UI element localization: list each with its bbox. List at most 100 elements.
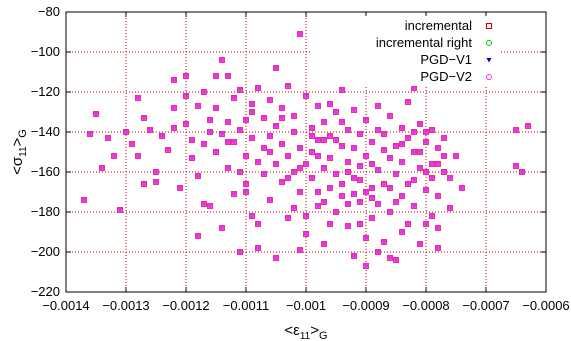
point-pgd-v2 <box>285 83 291 89</box>
point-pgd-v2 <box>369 195 375 201</box>
point-pgd-v2 <box>291 169 297 175</box>
point-pgd-v2 <box>429 127 435 133</box>
point-pgd-v2 <box>399 229 405 235</box>
point-pgd-v2 <box>453 153 459 159</box>
point-pgd-v2 <box>363 117 369 123</box>
point-pgd-v2 <box>237 127 243 133</box>
point-pgd-v2 <box>387 255 393 261</box>
point-pgd-v2 <box>165 147 171 153</box>
x-axis-label: <ε11>G <box>284 322 327 341</box>
point-pgd-v2 <box>243 153 249 159</box>
point-pgd-v2 <box>255 221 261 227</box>
y-axis-label: <σ11>G <box>9 129 29 175</box>
point-pgd-v2 <box>123 129 129 135</box>
point-pgd-v2 <box>285 175 291 181</box>
x-tick-label: −0.0012 <box>162 298 209 313</box>
point-pgd-v2 <box>375 103 381 109</box>
point-pgd-v2 <box>195 173 201 179</box>
point-pgd-v2 <box>87 131 93 137</box>
point-pgd-v2 <box>435 145 441 151</box>
point-pgd-v2 <box>381 239 387 245</box>
point-pgd-v2 <box>135 95 141 101</box>
point-pgd-v2 <box>417 149 423 155</box>
point-pgd-v2 <box>399 193 405 199</box>
y-axis-ticks: −220 −200 −180 −160 −140 −120 −100 −80 <box>31 4 546 299</box>
point-pgd-v2 <box>225 119 231 125</box>
point-pgd-v2 <box>321 241 327 247</box>
point-pgd-v2 <box>261 171 267 177</box>
point-pgd-v2 <box>405 221 411 227</box>
point-pgd-v2 <box>297 165 303 171</box>
point-pgd-v2 <box>387 113 393 119</box>
point-pgd-v2 <box>441 169 447 175</box>
point-pgd-v2 <box>297 189 303 195</box>
point-pgd-v2 <box>357 131 363 137</box>
point-pgd-v2 <box>141 115 147 121</box>
point-pgd-v2 <box>513 127 519 133</box>
point-pgd-v2 <box>93 111 99 117</box>
point-pgd-v2 <box>279 115 285 121</box>
point-pgd-v2 <box>207 117 213 123</box>
point-pgd-v2 <box>267 97 273 103</box>
point-pgd-v2 <box>309 133 315 139</box>
point-pgd-v2 <box>237 87 243 93</box>
point-pgd-v2 <box>255 159 261 165</box>
point-pgd-v2 <box>405 135 411 141</box>
point-pgd-v2 <box>333 171 339 177</box>
point-pgd-v2 <box>231 191 237 197</box>
point-pgd-v2 <box>357 221 363 227</box>
point-pgd-v2 <box>273 65 279 71</box>
y-tick-label: −80 <box>38 4 60 19</box>
point-pgd-v2 <box>411 129 417 135</box>
point-pgd-v2 <box>249 109 255 115</box>
point-pgd-v2 <box>321 199 327 205</box>
point-pgd-v2 <box>345 201 351 207</box>
point-pgd-v2 <box>417 165 423 171</box>
point-pgd-v2 <box>261 115 267 121</box>
point-pgd-v2 <box>135 153 141 159</box>
point-pgd-v2 <box>195 233 201 239</box>
legend-marker <box>486 23 492 29</box>
point-pgd-v2 <box>183 73 189 79</box>
point-pgd-v2 <box>207 203 213 209</box>
point-pgd-v2 <box>429 213 435 219</box>
point-pgd-v2 <box>339 181 345 187</box>
y-tick-label: −200 <box>31 244 60 259</box>
point-pgd-v2 <box>363 153 369 159</box>
point-pgd-v2 <box>405 181 411 187</box>
legend-label: PGD−V2 <box>420 69 472 84</box>
point-pgd-v2 <box>351 191 357 197</box>
point-pgd-v2 <box>249 213 255 219</box>
point-pgd-v2 <box>369 215 375 221</box>
point-pgd-v2 <box>309 149 315 155</box>
point-pgd-v2 <box>339 87 345 93</box>
point-pgd-v2 <box>423 129 429 135</box>
point-pgd-v2 <box>255 85 261 91</box>
point-pgd-v2 <box>519 169 525 175</box>
x-tick-label: −0.0006 <box>522 298 569 313</box>
point-pgd-v2 <box>327 133 333 139</box>
point-pgd-v2 <box>225 73 231 79</box>
point-pgd-v2 <box>195 103 201 109</box>
point-pgd-v2 <box>417 121 423 127</box>
point-pgd-v2 <box>369 139 375 145</box>
point-pgd-v2 <box>411 203 417 209</box>
y-tick-label: −220 <box>31 284 60 299</box>
y-tick-label: −100 <box>31 44 60 59</box>
point-pgd-v2 <box>213 105 219 111</box>
legend-marker <box>486 40 492 46</box>
point-pgd-v2 <box>111 153 117 159</box>
point-pgd-v2 <box>399 125 405 131</box>
point-pgd-v2 <box>345 159 351 165</box>
point-pgd-v2 <box>315 203 321 209</box>
point-pgd-v2 <box>285 153 291 159</box>
point-pgd-v2 <box>375 167 381 173</box>
point-pgd-v2 <box>441 153 447 159</box>
point-pgd-v2 <box>357 163 363 169</box>
point-pgd-v2 <box>423 221 429 227</box>
point-pgd-v2 <box>171 105 177 111</box>
point-pgd-v2 <box>351 107 357 113</box>
point-pgd-v2 <box>129 141 135 147</box>
point-pgd-v2 <box>423 169 429 175</box>
point-pgd-v2 <box>117 207 123 213</box>
